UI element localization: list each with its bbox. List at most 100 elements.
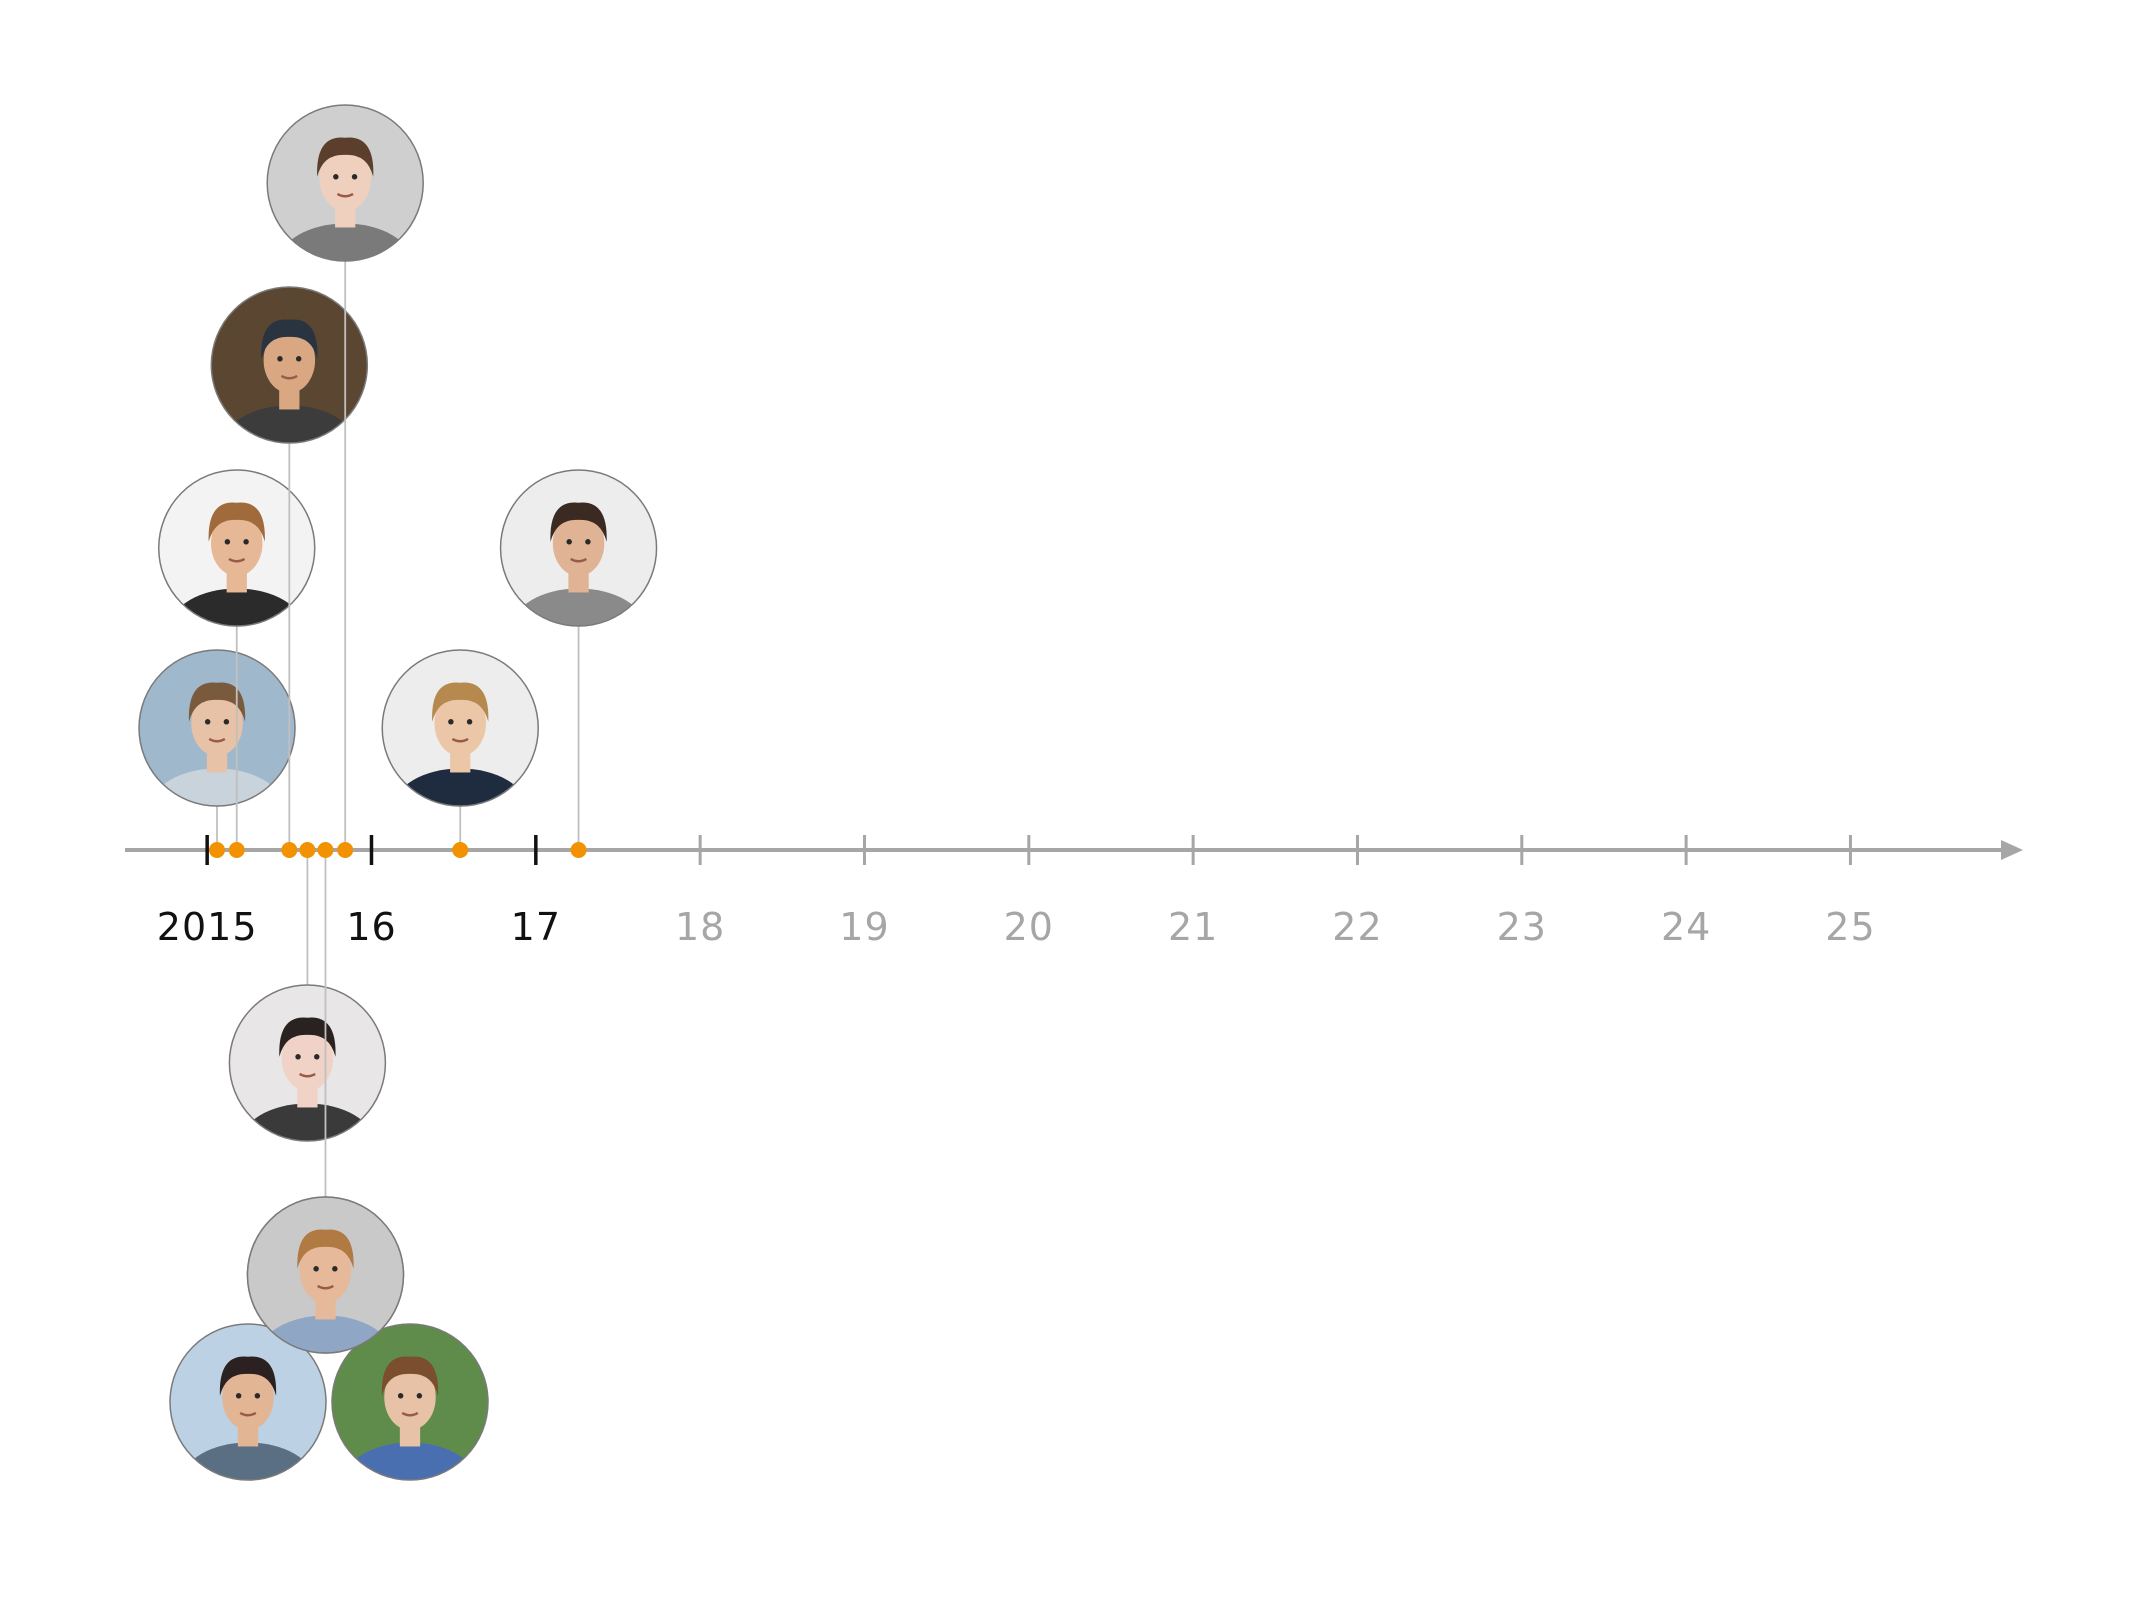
avatar-eye [466,719,473,725]
avatar-mouth [228,557,246,563]
year-label: 16 [346,905,396,949]
event-marker [452,842,469,858]
avatar-eye [448,719,454,725]
avatar-eye [254,1393,261,1399]
year-label: 18 [675,905,725,949]
avatar-border [210,286,369,444]
avatar-border [381,649,539,807]
avatar-eye [295,1054,301,1060]
avatar-border [331,1323,489,1481]
avatar-mouth [317,1284,334,1290]
avatar-border [246,1196,405,1354]
avatar-border [228,984,387,1142]
event-marker [299,842,316,858]
event-marker [228,842,245,858]
avatar-border [266,104,424,262]
avatar-hair [188,682,246,722]
avatar-mouth [401,1411,419,1417]
avatar-mouth [451,737,469,743]
avatar-hair [261,319,318,359]
avatar-face [552,510,605,577]
avatar-hair [208,502,265,542]
axis-arrow-icon [2001,840,2023,860]
person-avatar [500,470,657,626]
avatar-shoulders [512,588,645,626]
year-label: 24 [1661,905,1711,949]
avatar-hair [219,1356,277,1396]
avatar-mouth [298,1072,316,1078]
avatar-eye [243,539,249,545]
avatar-border [169,1323,327,1481]
avatar-hair [317,137,374,177]
year-label: 22 [1332,905,1382,949]
avatar-border [138,649,296,807]
person-avatar [229,985,386,1141]
avatar-hair [432,682,489,722]
person-avatar [332,1324,488,1480]
avatar-face [281,1025,334,1092]
avatar-face [319,145,371,212]
avatar-shoulders [343,1442,477,1480]
avatar-eye [333,174,339,180]
avatar-border [157,469,316,627]
avatar-shoulders [393,768,527,806]
person-avatar [382,650,539,806]
avatar-eye [277,356,283,362]
avatar-shoulders [259,1315,392,1353]
year-label: 23 [1497,905,1547,949]
avatar-eye [416,1393,423,1399]
avatar-eye [397,1393,404,1399]
person-avatar [170,1324,326,1480]
avatar-eye [332,1266,338,1272]
avatar-eye [224,539,231,545]
avatar-eye [313,1266,319,1272]
year-label: 20 [1004,905,1054,949]
avatar-shoulders [241,1103,374,1141]
avatar-hair [381,1356,439,1396]
year-label: 25 [1825,905,1875,949]
avatar-shoulders [170,588,304,626]
avatar-border [499,469,658,627]
avatar-eye [295,356,302,362]
avatar-mouth [570,557,587,563]
event-marker [570,842,587,858]
avatar-shoulders [150,768,284,806]
avatar-eye [314,1054,320,1060]
avatar-hair [550,502,607,542]
year-label: 21 [1168,905,1218,949]
avatar-shoulders [223,405,356,443]
avatar-eye [351,174,358,180]
year-label: 17 [511,905,561,949]
avatar-mouth [280,374,298,380]
avatar-eye [223,719,230,725]
avatar-mouth [208,737,226,743]
avatar-shoulders [278,223,412,261]
avatar-face [434,690,486,757]
avatar-face [384,1364,436,1431]
year-label: 19 [839,905,889,949]
avatar-eye [585,539,591,545]
avatar-face [263,327,316,394]
year-label: 2015 [157,905,258,949]
event-marker [337,842,354,858]
event-marker [209,842,226,858]
event-marker [317,842,334,858]
avatar-eye [204,719,211,725]
avatar-hair [297,1229,354,1269]
avatar-eye [566,539,572,545]
person-avatar [211,287,368,443]
avatar-face [191,690,243,757]
avatar-eye [235,1393,242,1399]
person-avatar [139,650,296,806]
person-avatar [267,105,424,261]
avatar-face [211,510,263,577]
avatar-mouth [336,192,354,198]
avatar-shoulders [181,1442,315,1480]
avatar-face [299,1237,352,1304]
avatar-hair [279,1017,336,1057]
person-avatar [247,1197,404,1353]
avatar-mouth [239,1411,257,1417]
event-marker [281,842,298,858]
avatar-face [222,1364,274,1431]
